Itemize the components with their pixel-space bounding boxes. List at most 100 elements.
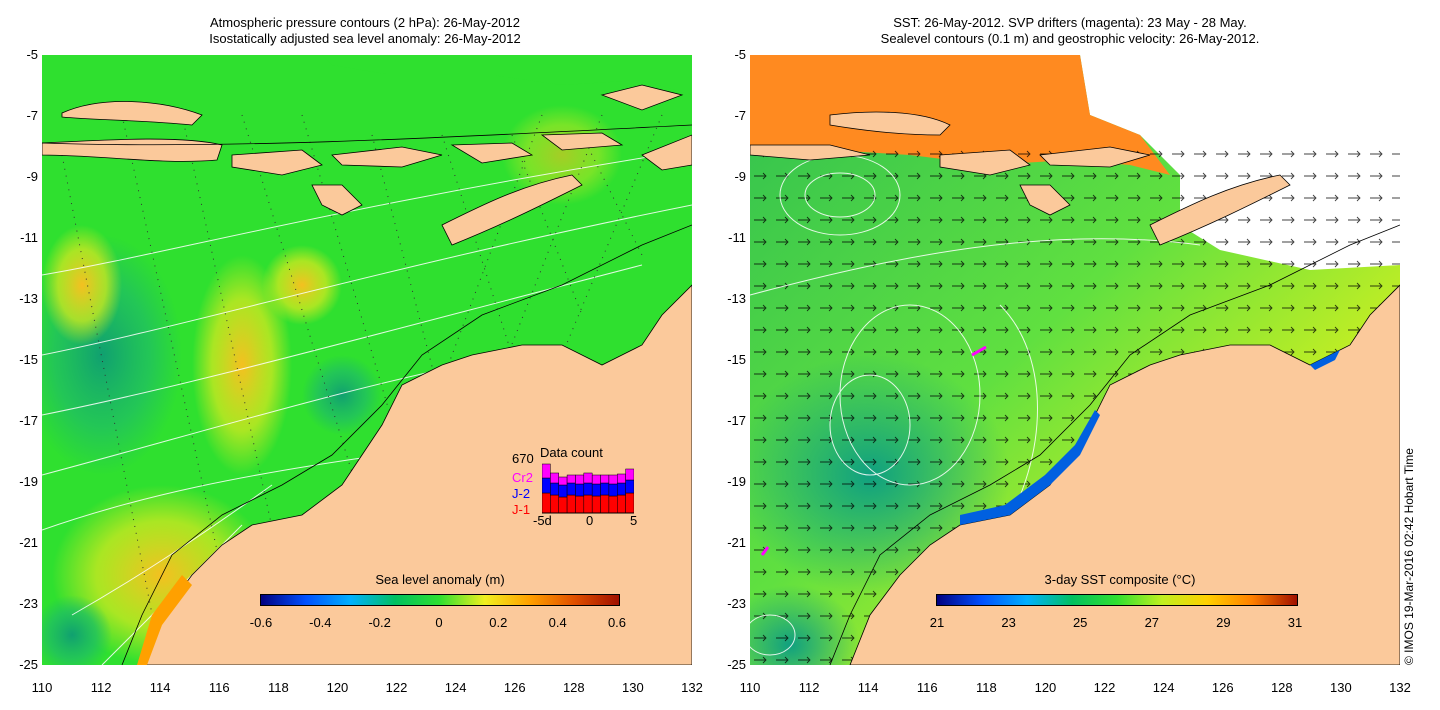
- left-map-title: Atmospheric pressure contours (2 hPa): 2…: [130, 15, 600, 47]
- sla-low-anomaly: [302, 355, 382, 435]
- histogram-bar-cr2: [550, 472, 559, 484]
- histogram-bar-j-1: [583, 494, 593, 514]
- right-latitude-tick: -5: [734, 47, 746, 62]
- histogram-bar-j-2: [600, 482, 610, 496]
- right-longitude-tick: 112: [798, 680, 820, 695]
- right-map-title: SST: 26-May-2012. SVP drifters (magenta)…: [760, 15, 1380, 47]
- right-latitude-tick: -7: [734, 108, 746, 123]
- legend-j1: J-1: [512, 502, 531, 517]
- sst-colorbar-tick: 23: [1001, 615, 1016, 630]
- right-latitude-tick: -15: [727, 352, 746, 367]
- right-longitude-tick: 124: [1152, 680, 1175, 695]
- sst-map: [750, 55, 1400, 665]
- left-latitude-tick: -5: [26, 47, 38, 62]
- right-title-line1: SST: 26-May-2012. SVP drifters (magenta)…: [893, 15, 1247, 30]
- cold-coastal-upwelling: [1310, 350, 1340, 370]
- histogram-bar-j-2: [608, 483, 618, 497]
- sea-level-anomaly-map: [42, 55, 692, 665]
- left-longitude-tick: 112: [90, 680, 112, 695]
- sla-map-graphic: [42, 55, 692, 665]
- left-longitude-tick: 114: [149, 680, 171, 695]
- right-latitude-tick: -13: [727, 291, 746, 306]
- left-longitude-tick: 132: [681, 680, 703, 695]
- sst-colorbar-tick: 31: [1287, 615, 1303, 630]
- left-longitude-tick: 126: [503, 680, 526, 695]
- hist-tick-minus5d: -5d: [533, 513, 552, 528]
- left-latitude-tick: -9: [26, 169, 38, 184]
- left-title-line1: Atmospheric pressure contours (2 hPa): 2…: [210, 15, 520, 30]
- histogram-bar-j-1: [575, 495, 585, 514]
- left-latitude-tick: -25: [19, 657, 38, 672]
- right-longitude-tick: 130: [1330, 680, 1352, 695]
- histogram-bar-cr2: [566, 474, 576, 484]
- right-latitude-tick: -9: [734, 169, 746, 184]
- histogram-bar-cr2: [617, 473, 626, 484]
- data-count-title: Data count: [540, 445, 603, 460]
- left-latitude-tick: -21: [19, 535, 38, 550]
- shelf-isobath: [121, 224, 692, 665]
- sla-colorbar-tick: -0.2: [368, 615, 391, 630]
- right-latitude-tick: -17: [727, 413, 746, 428]
- histogram-bar-j-2: [617, 482, 626, 496]
- legend-j2: J-2: [512, 486, 531, 501]
- cold-coastal-upwelling: [960, 410, 1100, 525]
- sla-low-anomaly: [42, 595, 112, 665]
- right-longitude-tick: 126: [1211, 680, 1234, 695]
- sla-high-anomaly: [192, 255, 292, 475]
- data-count-total: 670: [512, 451, 534, 466]
- sla-colorbar-tick: 0.6: [607, 615, 627, 630]
- coastal-high-anomaly: [137, 575, 192, 665]
- left-latitude-tick: -19: [19, 474, 38, 489]
- left-latitude-tick: -11: [20, 230, 38, 245]
- left-longitude-tick: 116: [208, 680, 230, 695]
- left-longitude-tick: 120: [326, 680, 349, 695]
- histogram-bar-j-2: [542, 477, 551, 494]
- left-latitude-tick: -15: [19, 352, 38, 367]
- left-longitude-tick: 122: [385, 680, 408, 695]
- sla-colorbar-tick: -0.6: [249, 615, 273, 630]
- sla-colorbar-tick: 0: [435, 615, 443, 630]
- histogram-bar-cr2: [558, 476, 568, 486]
- right-longitude-tick: 114: [857, 680, 879, 695]
- shelf-isobath: [829, 224, 1400, 665]
- histogram-bar-j-1: [600, 494, 610, 514]
- histogram-bar-j-1: [566, 494, 576, 514]
- sla-colorbar-title: Sea level anomaly (m): [375, 572, 505, 587]
- histogram-bar-j-1: [550, 494, 559, 514]
- histogram-bar-cr2: [575, 474, 585, 485]
- histogram-bar-cr2: [591, 474, 601, 485]
- left-latitude-tick: -7: [26, 108, 38, 123]
- right-longitude-tick: 118: [975, 680, 997, 695]
- histogram-bar-j-2: [575, 483, 585, 497]
- sla-high-anomaly: [42, 225, 122, 345]
- hist-tick-5: 5: [630, 513, 638, 528]
- left-longitude-tick: 130: [622, 680, 644, 695]
- sst-colorbar-tick: 21: [929, 615, 945, 630]
- histogram-bar-cr2: [608, 474, 618, 485]
- indonesian-islands: [42, 55, 692, 246]
- right-latitude-tick: -25: [727, 657, 746, 672]
- right-longitude-tick: 132: [1389, 680, 1411, 695]
- left-longitude-tick: 128: [562, 680, 585, 695]
- sea-level-contours: [750, 154, 1201, 656]
- histogram-bar-j-1: [608, 495, 618, 514]
- right-longitude-tick: 116: [916, 680, 938, 695]
- right-longitude-tick: 110: [739, 680, 761, 695]
- sla-colorbar: [260, 594, 620, 606]
- right-title-line2: Sealevel contours (0.1 m) and geostrophi…: [880, 31, 1260, 46]
- histogram-bar-cr2: [542, 463, 551, 479]
- svp-drifter-track: [760, 546, 770, 556]
- data-count-histogram: [542, 463, 634, 514]
- legend-cr2: Cr2: [512, 470, 533, 485]
- left-longitude-tick: 124: [444, 680, 467, 695]
- histogram-bar-cr2: [625, 468, 634, 481]
- left-longitude-tick: 118: [267, 680, 289, 695]
- left-title-line2: Isostatically adjusted sea level anomaly…: [209, 31, 521, 46]
- sst-colorbar-tick: 25: [1072, 615, 1088, 630]
- indonesian-islands: [750, 111, 1291, 246]
- histogram-bar-j-1: [617, 494, 626, 514]
- right-latitude-tick: -23: [727, 596, 746, 611]
- right-latitude-tick: -19: [727, 474, 746, 489]
- histogram-bar-j-1: [625, 492, 634, 514]
- histogram-bar-j-2: [558, 484, 568, 498]
